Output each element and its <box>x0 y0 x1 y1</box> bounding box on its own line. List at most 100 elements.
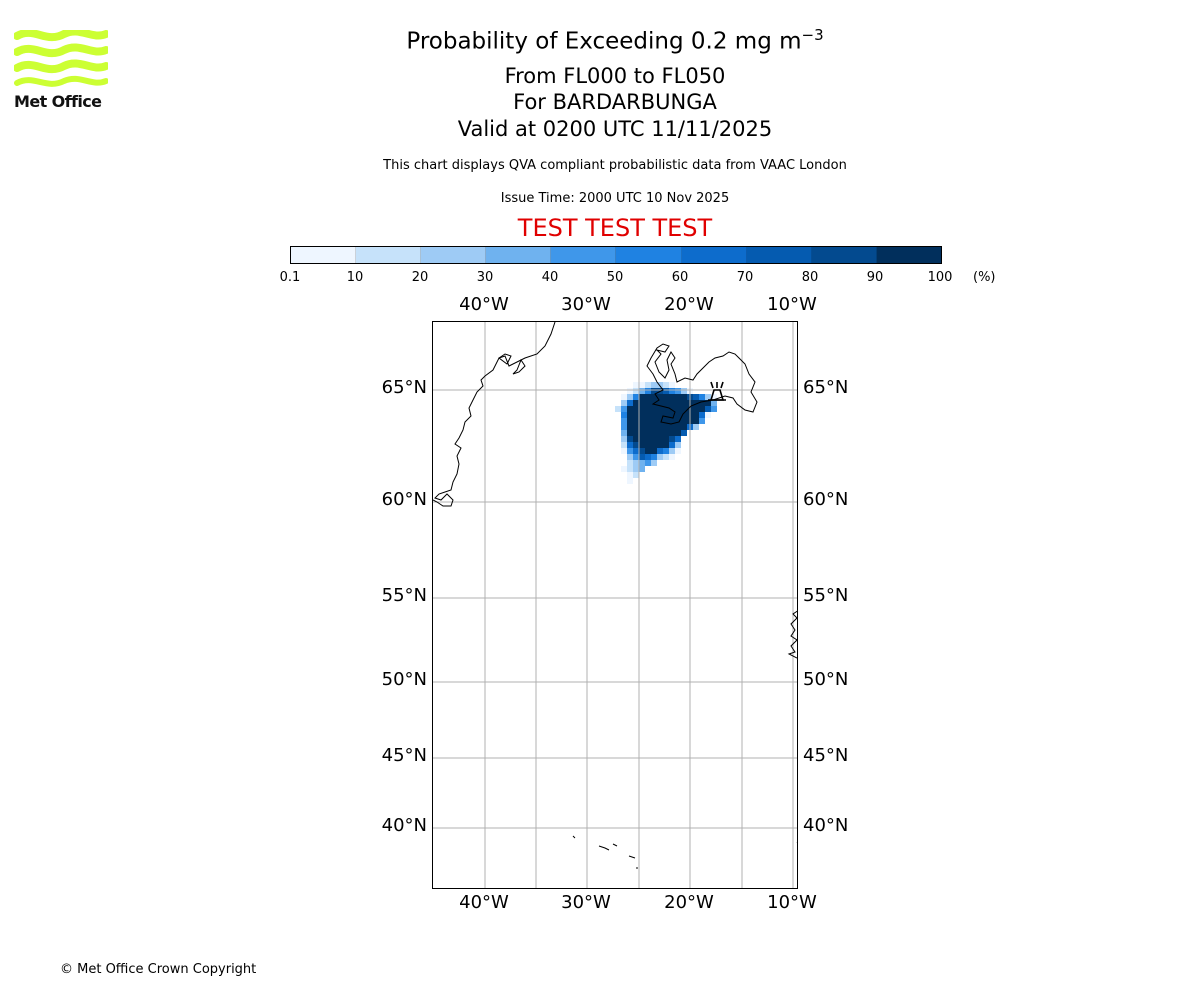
ash-cell <box>621 466 627 472</box>
ash-cell <box>633 442 639 448</box>
ash-cell <box>663 394 669 400</box>
ash-cell <box>711 406 717 412</box>
ash-cell <box>669 430 675 436</box>
issue-time: Issue Time: 2000 UTC 10 Nov 2025 <box>500 191 730 206</box>
ash-cell <box>699 394 705 400</box>
ash-cell <box>627 472 633 478</box>
lat-label-left: 65°N <box>381 377 427 398</box>
ash-cell <box>651 454 657 460</box>
ash-cell <box>627 466 633 472</box>
lat-label-left: 60°N <box>381 489 427 510</box>
ash-cell <box>651 430 657 436</box>
lat-label-right: 45°N <box>803 745 849 766</box>
ash-cell <box>699 406 705 412</box>
ash-cell <box>663 412 669 418</box>
ash-cell <box>633 466 639 472</box>
lat-label-right: 40°N <box>803 815 849 836</box>
logo-text: Met Office <box>14 92 102 111</box>
ash-cell <box>627 448 633 454</box>
ash-cell <box>639 412 645 418</box>
colorbar-tick-label: 40 <box>541 270 559 285</box>
ash-cell <box>639 406 645 412</box>
ash-cell <box>669 406 675 412</box>
coastlines <box>433 322 797 869</box>
ash-cell <box>639 436 645 442</box>
valid-time: Valid at 0200 UTC 11/11/2025 <box>457 117 773 141</box>
ash-cell <box>657 394 663 400</box>
ash-cell <box>663 436 669 442</box>
ash-cell <box>675 400 681 406</box>
ash-cell <box>693 412 699 418</box>
ash-cell <box>639 394 645 400</box>
colorbar-segment <box>486 247 552 263</box>
ash-cell <box>645 382 651 388</box>
ash-cell <box>663 406 669 412</box>
ash-cell <box>651 418 657 424</box>
ash-cell <box>651 406 657 412</box>
ash-cell <box>663 448 669 454</box>
ash-cell <box>663 382 669 388</box>
map-canvas[interactable] <box>433 322 798 889</box>
colorbar-tick-label: 90 <box>866 270 884 285</box>
ash-cell <box>669 418 675 424</box>
ash-cell <box>627 478 633 484</box>
ash-cell <box>621 436 627 442</box>
ash-cell <box>645 442 651 448</box>
ash-cell <box>669 442 675 448</box>
ash-cell <box>627 412 633 418</box>
chart-description: This chart displays QVA compliant probab… <box>383 158 847 173</box>
ash-cell <box>639 430 645 436</box>
lat-label-left: 40°N <box>381 815 427 836</box>
ash-cell <box>651 424 657 430</box>
ash-cell <box>663 442 669 448</box>
ash-cell <box>657 412 663 418</box>
ash-cell <box>681 388 687 394</box>
ash-cell <box>639 424 645 430</box>
ash-cell <box>657 448 663 454</box>
lat-label-right: 50°N <box>803 669 849 690</box>
ash-cell <box>621 412 627 418</box>
colorbar-tick-label: 50 <box>606 270 624 285</box>
ash-cell <box>621 448 627 454</box>
ash-cell <box>639 400 645 406</box>
ash-cell <box>651 412 657 418</box>
ash-cell <box>621 424 627 430</box>
ash-cell <box>639 460 645 466</box>
copyright-notice: © Met Office Crown Copyright <box>60 962 257 977</box>
ash-cell <box>621 394 627 400</box>
ash-cell <box>621 406 627 412</box>
ash-cell <box>711 394 717 400</box>
colorbar-segment <box>876 247 941 263</box>
lon-label-top: 20°W <box>664 294 714 315</box>
ash-probability-field <box>615 382 717 484</box>
ash-cell <box>633 418 639 424</box>
ash-cell <box>651 448 657 454</box>
ash-cell <box>705 400 711 406</box>
ash-cell <box>633 448 639 454</box>
ash-cell <box>675 394 681 400</box>
ash-cell <box>657 400 663 406</box>
ash-cell <box>621 442 627 448</box>
lat-label-right: 60°N <box>803 489 849 510</box>
europe-coastline <box>787 610 797 659</box>
ash-cell <box>633 436 639 442</box>
ash-cell <box>627 436 633 442</box>
ash-cell <box>705 394 711 400</box>
ash-cell <box>627 388 633 394</box>
ash-cell <box>639 466 645 472</box>
ash-cell <box>693 400 699 406</box>
colorbar-tick-label: 80 <box>801 270 819 285</box>
colorbar-segment <box>616 247 682 263</box>
ash-cell <box>663 388 669 394</box>
lat-label-right: 65°N <box>803 377 849 398</box>
ash-cell <box>681 400 687 406</box>
ash-cell <box>681 418 687 424</box>
map-panel[interactable] <box>432 321 798 889</box>
ash-cell <box>669 400 675 406</box>
ash-cell <box>699 418 705 424</box>
ash-cell <box>657 424 663 430</box>
ash-cell <box>711 400 717 406</box>
gridlines <box>433 322 797 888</box>
ash-cell <box>645 424 651 430</box>
ash-cell <box>645 454 651 460</box>
